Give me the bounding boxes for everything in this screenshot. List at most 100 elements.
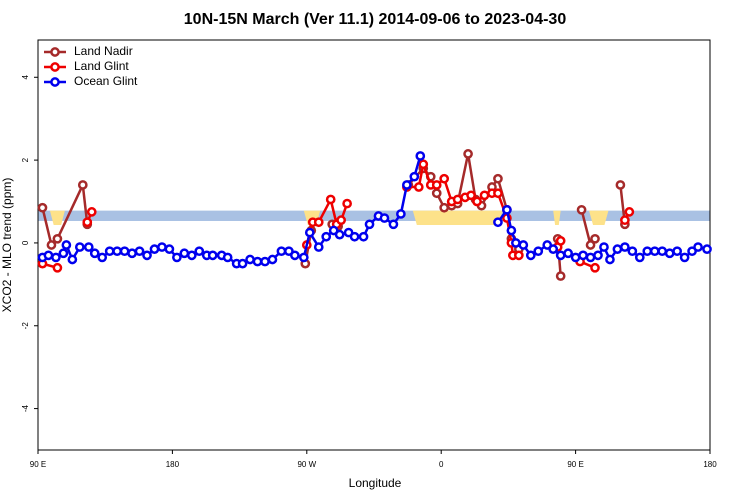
data-point [431, 180, 442, 190]
data-point [578, 250, 588, 261]
x-tick-label: 90 E [567, 460, 583, 469]
data-point [207, 250, 218, 261]
legend-marker [50, 62, 60, 72]
x-axis-label: Longitude [349, 476, 402, 490]
plot-frame [37, 39, 711, 451]
data-point [43, 250, 54, 261]
data-point [649, 246, 660, 257]
shaded-region [412, 210, 503, 225]
data-point [222, 252, 233, 263]
data-point [334, 229, 345, 240]
data-point [388, 219, 399, 230]
data-point [693, 242, 703, 252]
data-point [157, 242, 167, 252]
data-point [267, 254, 278, 265]
data-point [555, 250, 566, 261]
data-point [313, 242, 324, 252]
y-tick-label: -2 [21, 322, 30, 330]
data-point [615, 180, 626, 190]
data-point [237, 258, 248, 269]
data-point [164, 244, 175, 254]
data-point [664, 248, 675, 259]
data-point [657, 246, 668, 257]
data-point [290, 250, 300, 261]
data-point [627, 246, 638, 257]
data-point [58, 248, 69, 259]
data-point [321, 231, 332, 242]
data-point [67, 254, 78, 265]
data-point [439, 202, 450, 213]
data-point [533, 246, 544, 257]
x-tick-label: 180 [703, 460, 717, 469]
data-point [413, 182, 424, 192]
x-tick-label: 180 [166, 460, 180, 469]
data-point [51, 252, 61, 263]
data-point [77, 180, 88, 190]
data-point [620, 242, 630, 252]
data-point [570, 252, 581, 263]
data-point [46, 240, 57, 250]
data-point [194, 246, 205, 257]
data-point [149, 244, 160, 254]
data-point [186, 250, 197, 261]
data-point [134, 246, 145, 257]
x-tick-label: 0 [439, 460, 444, 469]
data-point [672, 246, 682, 257]
data-point [276, 246, 287, 257]
data-point [605, 254, 615, 265]
data-point [439, 173, 450, 184]
data-point [172, 252, 182, 263]
shaded-region [49, 210, 65, 225]
data-point [119, 246, 130, 257]
x-tick-label: 90 W [297, 460, 316, 469]
y-tick-label: 4 [21, 74, 30, 79]
data-point [506, 225, 517, 236]
data-point [396, 209, 406, 219]
data-point [37, 202, 48, 213]
data-point [518, 240, 529, 250]
data-point [525, 250, 536, 261]
shaded-region [553, 210, 561, 225]
y-tick-label: 2 [21, 157, 30, 162]
shaded-region [589, 210, 609, 225]
data-point [112, 246, 122, 257]
data-point [61, 240, 72, 250]
data-point [83, 242, 94, 252]
data-point [599, 242, 609, 252]
data-point [336, 215, 346, 226]
data-point [548, 244, 559, 254]
data-point [364, 219, 375, 230]
data-point [179, 248, 190, 259]
data-point [634, 252, 645, 263]
data-point [590, 262, 600, 273]
data-point [576, 204, 587, 215]
legend-marker [50, 77, 60, 87]
data-point [502, 204, 512, 215]
data-point [431, 188, 442, 199]
data-point [612, 244, 623, 254]
data-point [82, 217, 93, 228]
data-point [349, 231, 360, 242]
data-point [555, 271, 566, 281]
y-tick-label: 0 [21, 240, 30, 245]
legend-label: Land Nadir [74, 44, 133, 58]
data-point [493, 173, 503, 184]
data-point [418, 159, 429, 170]
y-axis-label: XCO2 - MLO trend (ppm) [0, 178, 14, 313]
data-point [415, 151, 426, 161]
legend-label: Ocean Glint [74, 74, 138, 88]
data-point [252, 256, 263, 267]
data-point [585, 240, 596, 250]
data-point [379, 213, 390, 223]
legend-marker [50, 47, 60, 57]
data-point [74, 242, 85, 252]
data-point [493, 217, 503, 228]
data-point [142, 250, 152, 261]
data-point [452, 194, 463, 205]
data-point [585, 252, 596, 263]
x-tick-label: 90 E [30, 460, 46, 469]
data-point [493, 188, 503, 199]
data-point [511, 238, 521, 248]
data-point [514, 250, 524, 261]
data-point [402, 180, 412, 190]
